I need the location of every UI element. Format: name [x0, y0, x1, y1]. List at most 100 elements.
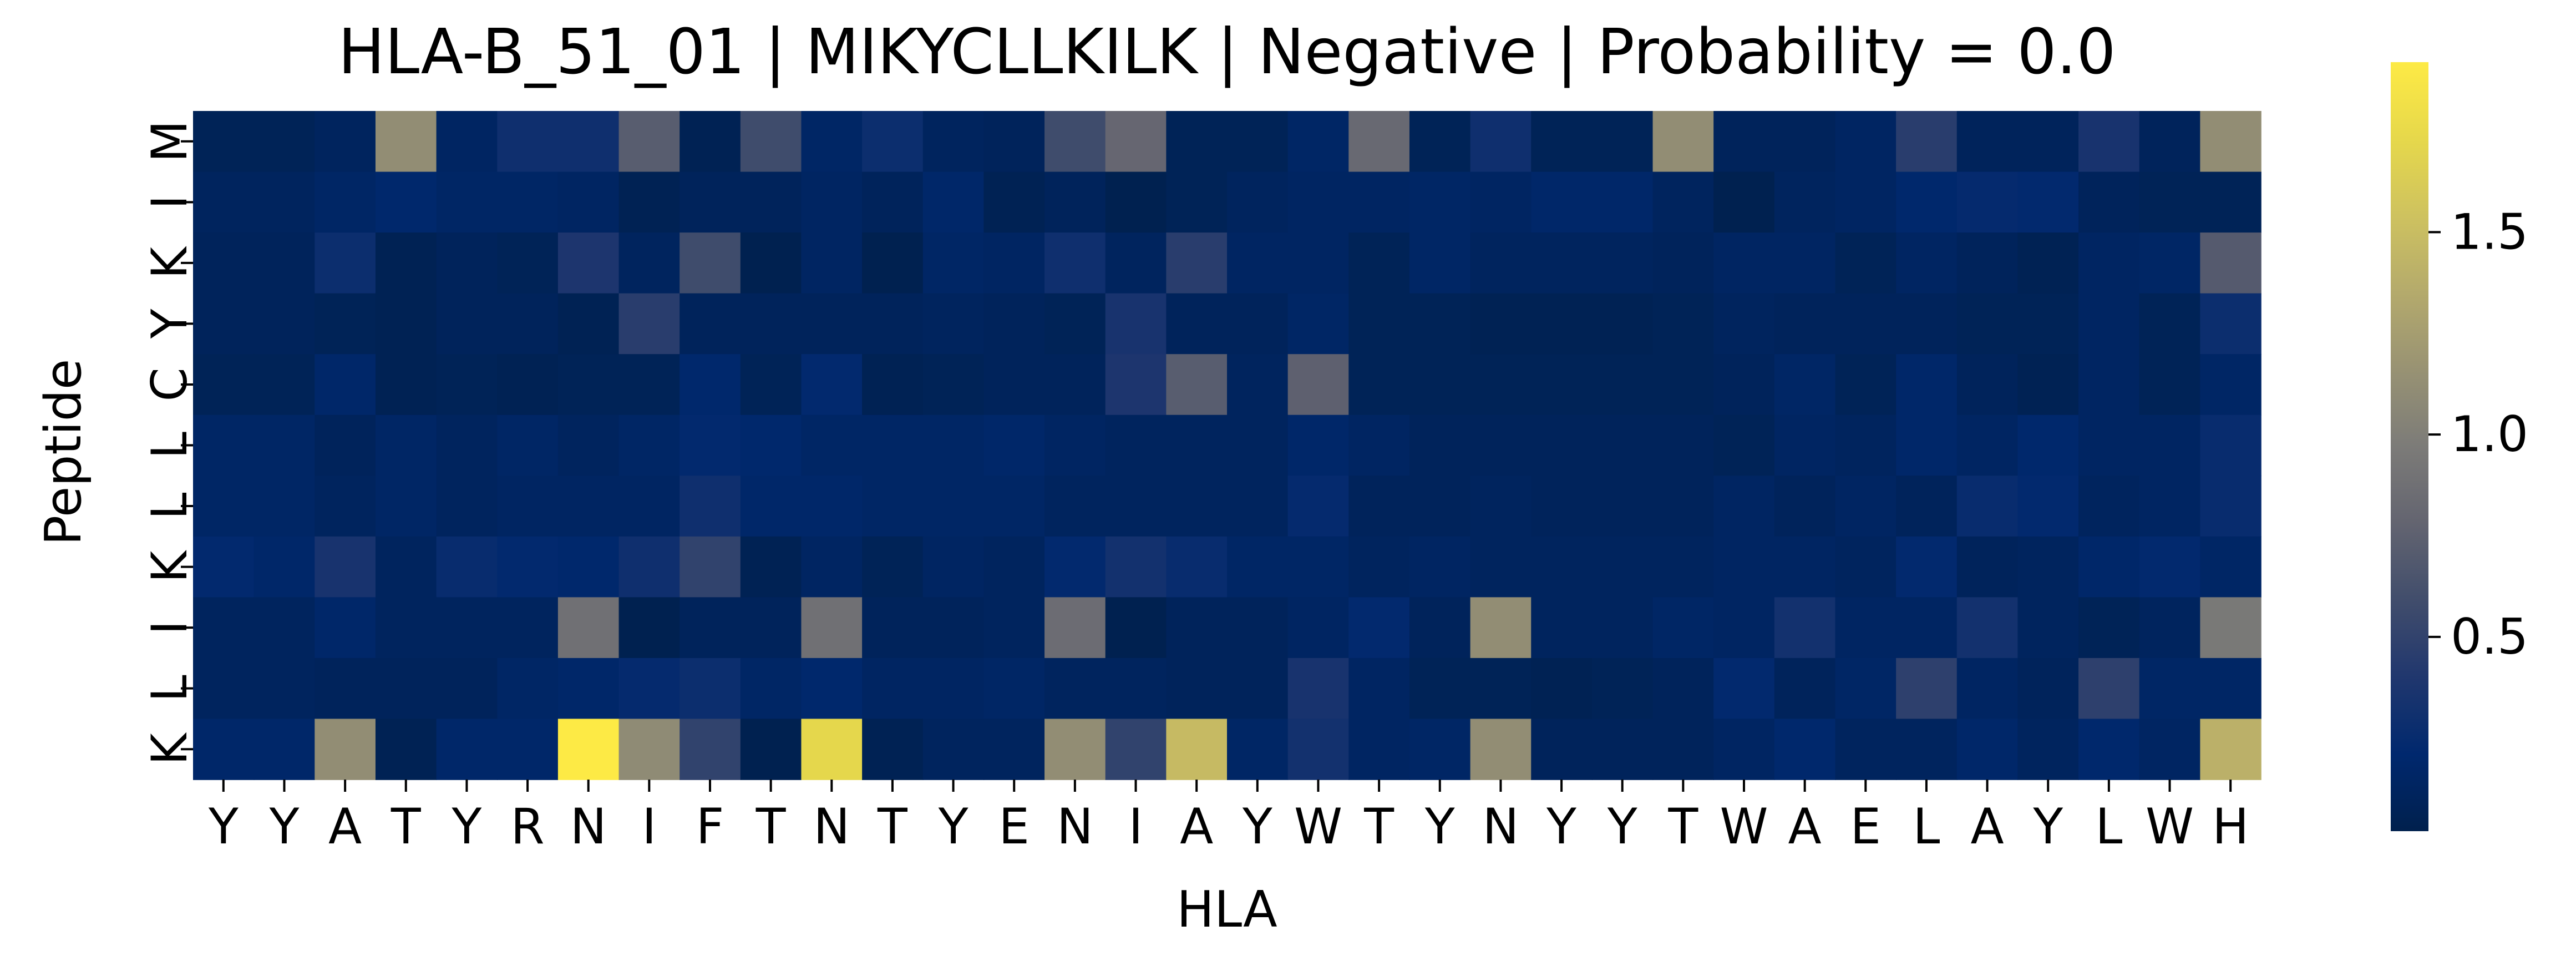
heatmap-cell	[1956, 354, 2019, 416]
heatmap-cell	[1591, 719, 1654, 780]
x-tick-label: A	[1180, 798, 1213, 855]
heatmap-cell	[1044, 293, 1106, 355]
heatmap-cell	[1044, 232, 1106, 294]
heatmap-cell	[1713, 597, 1775, 659]
heatmap-cell	[680, 414, 741, 477]
heatmap-cell	[740, 658, 802, 720]
heatmap-cell	[1227, 476, 1289, 537]
heatmap-cell	[315, 597, 376, 659]
heatmap-cell	[2078, 232, 2140, 294]
heatmap-cell	[1531, 414, 1593, 477]
heatmap-cell	[557, 171, 620, 233]
heatmap-cell	[1105, 476, 1167, 537]
heatmap-cell	[1166, 414, 1228, 477]
x-tick-label: Y	[1242, 798, 1272, 855]
heatmap-cell	[801, 658, 863, 720]
heatmap-cell	[1774, 232, 1836, 294]
heatmap-cell	[1044, 171, 1106, 233]
heatmap-cell	[2139, 232, 2201, 294]
heatmap-cell	[862, 536, 924, 598]
heatmap-cell	[1227, 536, 1289, 598]
heatmap-cell	[740, 414, 802, 477]
heatmap-cell	[1227, 111, 1289, 173]
heatmap-cell	[2139, 476, 2201, 537]
heatmap-cell	[1409, 414, 1471, 477]
heatmap-cell	[2017, 111, 2079, 173]
heatmap-cell	[1409, 658, 1471, 720]
heatmap-cell	[1105, 719, 1167, 780]
heatmap-cell	[1713, 232, 1775, 294]
heatmap-cell	[557, 414, 620, 477]
x-tick-label: Y	[208, 798, 239, 855]
heatmap-cell	[1591, 536, 1654, 598]
heatmap-cell	[1713, 111, 1775, 173]
heatmap-cell	[983, 536, 1045, 598]
y-tick-label: K	[141, 246, 198, 279]
heatmap-cell	[1531, 476, 1593, 537]
heatmap-cell	[740, 171, 802, 233]
heatmap-cell	[193, 111, 255, 173]
heatmap-cell	[1470, 597, 1532, 659]
heatmap-cell	[1956, 719, 2019, 780]
heatmap-cell	[1652, 293, 1714, 355]
heatmap-cell	[375, 111, 437, 173]
heatmap-cell	[1287, 658, 1350, 720]
heatmap-cell	[618, 293, 680, 355]
heatmap-cell	[740, 719, 802, 780]
heatmap-cell	[375, 597, 437, 659]
heatmap-cell	[1956, 232, 2019, 294]
heatmap-cell	[436, 414, 498, 477]
heatmap-cell	[497, 719, 559, 780]
heatmap-cell	[1044, 658, 1106, 720]
heatmap-cell	[983, 293, 1045, 355]
heatmap-cell	[983, 597, 1045, 659]
x-tick-label: E	[1850, 798, 1881, 855]
heatmap-cell	[1835, 597, 1896, 659]
heatmap-cell	[1287, 111, 1350, 173]
heatmap-cell	[1287, 719, 1350, 780]
heatmap-cell	[1409, 476, 1471, 537]
heatmap-cell	[680, 232, 741, 294]
heatmap-cell	[497, 171, 559, 233]
x-tick-label: Y	[269, 798, 300, 855]
chart-title: HLA-B_51_01 | MIKYCLLKILK | Negative | P…	[338, 16, 2116, 88]
heatmap-cell	[557, 597, 620, 659]
heatmap-cell	[2078, 354, 2140, 416]
heatmap-cell	[1652, 719, 1714, 780]
heatmap-cell	[1287, 354, 1350, 416]
heatmap-cell	[1774, 476, 1836, 537]
heatmap-cell	[1835, 658, 1896, 720]
heatmap-cell	[1591, 293, 1654, 355]
heatmap-cell	[436, 111, 498, 173]
heatmap-cell	[1287, 536, 1350, 598]
heatmap-cell	[1227, 293, 1289, 355]
heatmap-cell	[1287, 232, 1350, 294]
heatmap-cell	[1470, 232, 1532, 294]
heatmap-cell	[2139, 354, 2201, 416]
heatmap-cell	[1166, 658, 1228, 720]
heatmap-cell	[1652, 171, 1714, 233]
heatmap-cell	[2017, 354, 2079, 416]
heatmap-cell	[1774, 597, 1836, 659]
heatmap-cell	[375, 171, 437, 233]
heatmap-cell	[1287, 414, 1350, 477]
heatmap-cell	[801, 536, 863, 598]
x-tick-label: A	[1970, 798, 2004, 855]
x-tick-label: N	[813, 798, 850, 855]
x-tick-label: R	[510, 798, 544, 855]
heatmap-cell	[497, 536, 559, 598]
heatmap-cell	[1774, 171, 1836, 233]
x-tick-label: Y	[938, 798, 968, 855]
heatmap-cell	[1348, 232, 1410, 294]
heatmap-cell	[1652, 111, 1714, 173]
colorbar-tick-label: 1.5	[2451, 203, 2528, 260]
heatmap-cell	[2200, 476, 2261, 537]
heatmap-cell	[1227, 232, 1289, 294]
heatmap-cell	[1531, 354, 1593, 416]
colorbar-tick-label: 1.0	[2451, 406, 2528, 463]
x-tick-label: W	[1294, 798, 1342, 855]
heatmap-cell	[801, 232, 863, 294]
heatmap-cell	[1956, 476, 2019, 537]
x-tick-label: H	[2212, 798, 2249, 855]
heatmap-cell	[618, 171, 680, 233]
